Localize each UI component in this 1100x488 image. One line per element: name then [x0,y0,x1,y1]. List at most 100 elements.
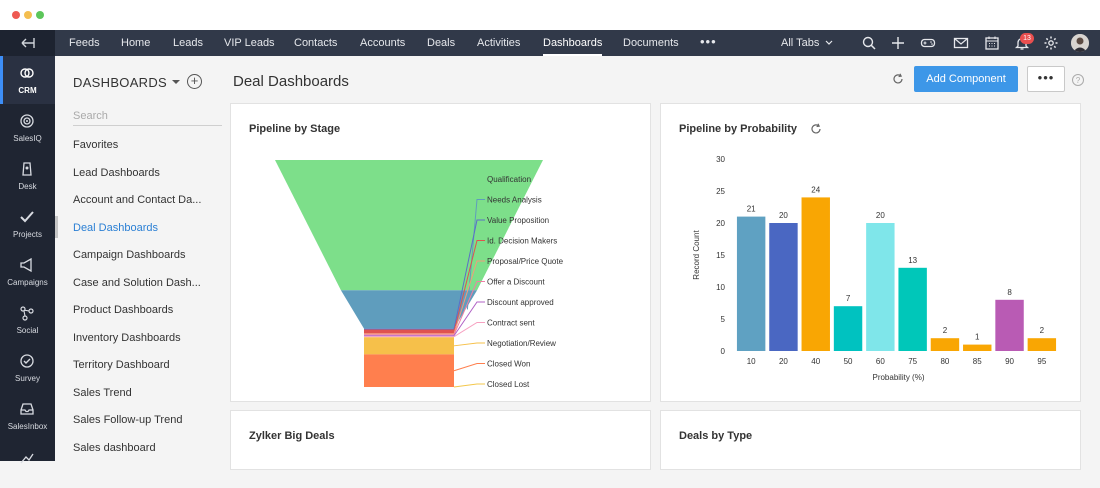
funnel-leader-line [466,199,485,310]
rail-item-desk[interactable]: Desk [0,152,55,200]
tab-activities[interactable]: Activities [477,37,521,49]
funnel-segment[interactable] [364,334,454,336]
funnel-segment[interactable] [275,160,543,291]
sidebar-search-input[interactable] [73,106,222,126]
bar[interactable] [866,223,895,351]
tab-dashboards[interactable]: Dashboards [543,30,603,56]
refresh-icon[interactable] [810,123,822,135]
card-title: Deals by Type [679,430,753,442]
rail-item-salesinbox[interactable]: SalesInbox [0,392,55,440]
tab-accounts[interactable]: Accounts [360,37,406,49]
more-tabs-button[interactable]: ••• [700,34,717,49]
sidebar-item-deal-dashboards[interactable]: Deal Dashboards [73,222,158,234]
sidebar-item-case-solution[interactable]: Case and Solution Dash... [73,277,201,289]
refresh-icon[interactable] [892,73,904,85]
crm-icon [20,68,34,78]
caret-down-icon[interactable] [172,80,180,84]
rail-item-projects[interactable]: Projects [0,200,55,248]
mail-icon[interactable] [953,35,969,51]
sidebar-item-sales-dashboard[interactable]: Sales dashboard [73,442,156,454]
y-tick-label: 15 [716,251,725,260]
rail-label-salesiq: SalesIQ [13,134,42,143]
active-item-marker [55,216,58,238]
funnel-segment[interactable] [364,333,454,335]
add-dashboard-button[interactable]: + [187,74,202,89]
rail-item-more[interactable] [0,440,55,488]
sidebar-item-lead-dashboards[interactable]: Lead Dashboards [73,167,160,179]
funnel-segment[interactable] [364,354,454,387]
plus-icon[interactable] [890,35,906,51]
help-icon[interactable]: ? [1072,74,1084,86]
main-content: Deal Dashboards Add Component ••• ? Pipe… [230,56,1100,470]
rail-label-crm: CRM [18,86,37,95]
bar[interactable] [995,299,1024,351]
app-switcher-rail: CRM SalesIQ Desk Projects Campaigns Soci… [0,56,55,464]
funnel-segment[interactable] [364,335,454,337]
add-component-button[interactable]: Add Component [914,66,1018,92]
tab-contacts[interactable]: Contacts [294,37,338,49]
sidebar-item-product-dashboards[interactable]: Product Dashboards [73,304,174,316]
funnel-segment[interactable] [364,337,454,355]
bar-value-label: 8 [1007,288,1012,297]
x-tick-label: 20 [779,357,788,366]
rail-label-salesinbox: SalesInbox [7,422,48,431]
rail-label-social: Social [16,326,39,335]
bar[interactable] [930,338,960,351]
bar-value-label: 7 [846,294,851,303]
tab-home[interactable]: Home [121,37,151,49]
close-window-button[interactable] [12,11,20,19]
funnel-segment[interactable] [364,328,454,330]
funnel-leader-line [476,178,511,226]
rail-item-salesiq[interactable]: SalesIQ [0,104,55,152]
more-options-button[interactable]: ••• [1027,66,1065,92]
chevron-down-icon [825,40,833,45]
pipeline-by-stage-card: Pipeline by Stage Qualification Needs Ana… [230,103,651,402]
collapse-arrow-icon[interactable] [0,30,55,56]
bar-value-label: 24 [811,185,820,194]
bar-chart: 0 5 10 15 20 25 30 21 10 20 20 24 40 7 50 20 60 13 75 2 80 1 8… [692,155,1057,382]
sidebar-item-account-contact[interactable]: Account and Contact Da... [73,194,202,206]
funnel-segment[interactable] [364,336,454,338]
tab-documents[interactable]: Documents [623,37,679,49]
rail-item-crm[interactable]: CRM [0,56,55,104]
bar[interactable] [801,197,830,351]
x-tick-label: 90 [1005,357,1014,366]
tab-feeds[interactable]: Feeds [69,37,100,49]
sidebar-item-sales-followup[interactable]: Sales Follow-up Trend [73,414,183,426]
tab-deals[interactable]: Deals [427,37,456,49]
sidebar-item-sales-trend[interactable]: Sales Trend [73,387,132,399]
all-tabs-dropdown[interactable]: All Tabs [781,30,833,56]
funnel-segment[interactable] [364,329,454,334]
rail-label-campaigns: Campaigns [7,278,48,287]
bar[interactable] [963,344,992,351]
bar-value-label: 13 [908,256,917,265]
title-bar [0,0,1100,30]
sidebar-item-territory-dashboard[interactable]: Territory Dashboard [73,359,170,371]
sidebar-item-inventory-dashboards[interactable]: Inventory Dashboards [73,332,181,344]
sidebar-item-campaign-dashboards[interactable]: Campaign Dashboards [73,249,186,261]
card-title: Pipeline by Probability [679,123,797,135]
gear-icon[interactable] [1043,35,1059,51]
maximize-window-button[interactable] [36,11,44,19]
funnel-label: Negotiation/Review [487,339,556,348]
calendar-icon[interactable] [984,35,1000,51]
rail-item-social[interactable]: Social [0,296,55,344]
avatar[interactable] [1071,34,1089,52]
rail-item-survey[interactable]: Survey [0,344,55,392]
bar[interactable] [736,216,766,351]
bar[interactable] [833,306,863,351]
rail-item-campaigns[interactable]: Campaigns [0,248,55,296]
bar-value-label: 20 [779,211,788,220]
x-tick-label: 40 [811,357,820,366]
bar[interactable] [769,223,798,351]
minimize-window-button[interactable] [24,11,32,19]
tab-leads[interactable]: Leads [173,37,203,49]
search-icon[interactable] [861,35,877,51]
tab-vip-leads[interactable]: VIP Leads [224,37,275,49]
bar[interactable] [1027,338,1057,351]
gamepad-icon[interactable] [920,35,936,51]
bar[interactable] [898,267,927,351]
funnel-segment[interactable] [340,290,478,329]
sidebar-item-favorites[interactable]: Favorites [73,139,119,151]
funnel-label: Needs Analysis [487,196,542,205]
